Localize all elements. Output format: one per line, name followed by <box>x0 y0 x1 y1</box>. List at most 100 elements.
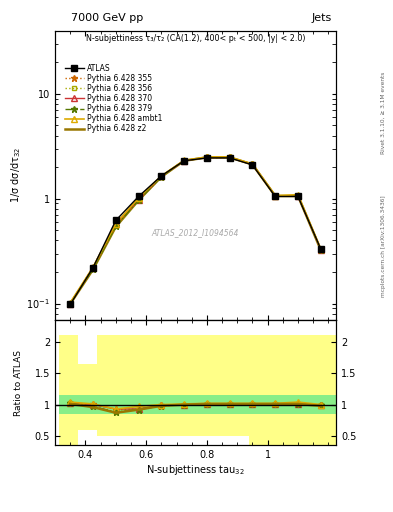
Pythia 6.428 356 <box>182 158 187 164</box>
Pythia 6.428 379 <box>273 193 277 199</box>
Text: ATLAS_2012_I1094564: ATLAS_2012_I1094564 <box>152 228 239 238</box>
Bar <box>286 395 336 414</box>
Pythia 6.428 370 <box>250 161 255 167</box>
Pythia 6.428 ambt1 <box>273 193 277 199</box>
Pythia 6.428 z2 <box>204 154 209 160</box>
Pythia 6.428 379 <box>227 154 232 160</box>
Bar <box>192 335 211 436</box>
Pythia 6.428 370 <box>296 193 300 199</box>
Text: 7000 GeV pp: 7000 GeV pp <box>71 13 143 23</box>
Pythia 6.428 z2 <box>250 161 255 167</box>
Bar <box>211 335 230 436</box>
Line: Pythia 6.428 379: Pythia 6.428 379 <box>67 154 324 307</box>
ATLAS <box>318 246 323 252</box>
Pythia 6.428 356 <box>114 223 118 229</box>
Pythia 6.428 356 <box>318 247 323 253</box>
ATLAS <box>91 265 95 271</box>
Pythia 6.428 z2 <box>227 154 232 160</box>
Pythia 6.428 ambt1 <box>68 300 73 306</box>
Pythia 6.428 356 <box>68 301 73 307</box>
Pythia 6.428 355 <box>114 221 118 227</box>
Pythia 6.428 370 <box>136 197 141 203</box>
Pythia 6.428 355 <box>273 193 277 199</box>
Pythia 6.428 379 <box>182 158 187 164</box>
ATLAS <box>250 162 255 168</box>
Y-axis label: Ratio to ATLAS: Ratio to ATLAS <box>14 350 23 416</box>
Bar <box>116 395 135 414</box>
Pythia 6.428 356 <box>227 154 232 160</box>
Pythia 6.428 z2 <box>296 193 300 199</box>
Pythia 6.428 355 <box>68 301 73 307</box>
Pythia 6.428 355 <box>159 173 164 179</box>
Pythia 6.428 379 <box>296 193 300 199</box>
Pythia 6.428 370 <box>159 173 164 179</box>
Pythia 6.428 z2 <box>114 224 118 230</box>
ATLAS <box>68 302 73 308</box>
Pythia 6.428 355 <box>136 197 141 203</box>
Bar <box>173 395 192 414</box>
Pythia 6.428 370 <box>68 301 73 307</box>
Pythia 6.428 356 <box>91 266 95 272</box>
Pythia 6.428 356 <box>204 154 209 160</box>
Pythia 6.428 ambt1 <box>114 221 118 227</box>
Pythia 6.428 370 <box>273 193 277 199</box>
ATLAS <box>204 155 209 161</box>
Pythia 6.428 370 <box>227 154 232 160</box>
Pythia 6.428 355 <box>204 154 209 160</box>
Pythia 6.428 379 <box>136 197 141 203</box>
Line: ATLAS: ATLAS <box>67 155 324 308</box>
Pythia 6.428 379 <box>318 247 323 253</box>
Pythia 6.428 370 <box>91 265 95 271</box>
Bar <box>286 335 336 445</box>
Pythia 6.428 356 <box>273 193 277 199</box>
Bar <box>135 335 154 436</box>
ATLAS <box>182 158 187 164</box>
Bar <box>249 335 286 445</box>
Bar <box>135 395 154 414</box>
Pythia 6.428 355 <box>318 247 323 253</box>
Bar <box>97 395 116 414</box>
Pythia 6.428 z2 <box>91 266 95 272</box>
Line: Pythia 6.428 356: Pythia 6.428 356 <box>68 155 323 306</box>
Pythia 6.428 z2 <box>318 247 323 253</box>
Text: Rivet 3.1.10, ≥ 3.1M events: Rivet 3.1.10, ≥ 3.1M events <box>381 72 386 154</box>
Pythia 6.428 356 <box>136 197 141 203</box>
Pythia 6.428 355 <box>296 193 300 199</box>
Text: Jets: Jets <box>312 13 332 23</box>
Bar <box>192 395 211 414</box>
Pythia 6.428 z2 <box>159 174 164 180</box>
Pythia 6.428 ambt1 <box>250 161 255 167</box>
Pythia 6.428 ambt1 <box>227 154 232 160</box>
Bar <box>97 335 116 436</box>
ATLAS <box>227 155 232 161</box>
Pythia 6.428 379 <box>250 161 255 167</box>
Pythia 6.428 379 <box>159 174 164 180</box>
Pythia 6.428 379 <box>204 154 209 160</box>
Pythia 6.428 ambt1 <box>182 157 187 163</box>
Pythia 6.428 z2 <box>273 193 277 199</box>
ATLAS <box>273 194 277 200</box>
Pythia 6.428 ambt1 <box>159 173 164 179</box>
Bar <box>230 335 249 436</box>
Pythia 6.428 379 <box>91 266 95 272</box>
Pythia 6.428 356 <box>250 161 255 167</box>
Legend: ATLAS, Pythia 6.428 355, Pythia 6.428 356, Pythia 6.428 370, Pythia 6.428 379, P: ATLAS, Pythia 6.428 355, Pythia 6.428 35… <box>62 60 165 137</box>
Line: Pythia 6.428 370: Pythia 6.428 370 <box>68 155 323 306</box>
Bar <box>249 395 286 414</box>
Pythia 6.428 z2 <box>68 301 73 307</box>
Pythia 6.428 370 <box>204 154 209 160</box>
Bar <box>59 335 78 445</box>
Line: Pythia 6.428 z2: Pythia 6.428 z2 <box>70 157 321 304</box>
Bar <box>154 395 173 414</box>
Text: mcplots.cern.ch [arXiv:1306.3436]: mcplots.cern.ch [arXiv:1306.3436] <box>381 195 386 296</box>
Pythia 6.428 379 <box>68 301 73 307</box>
Bar <box>116 335 135 436</box>
Bar <box>211 395 230 414</box>
Pythia 6.428 ambt1 <box>136 195 141 201</box>
Pythia 6.428 379 <box>114 223 118 229</box>
Pythia 6.428 356 <box>296 193 300 199</box>
Pythia 6.428 z2 <box>182 158 187 164</box>
ATLAS <box>114 218 118 224</box>
Pythia 6.428 ambt1 <box>318 246 323 252</box>
Bar <box>78 395 97 414</box>
